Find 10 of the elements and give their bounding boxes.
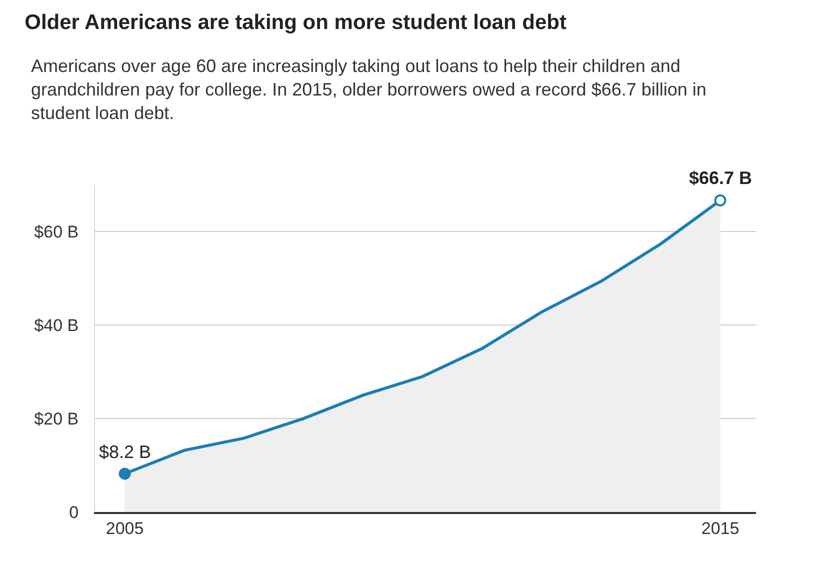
y-tick-label: $20 B — [34, 410, 79, 429]
y-tick-label: 0 — [69, 502, 79, 522]
y-tick-label: $40 B — [34, 316, 79, 336]
x-tick-label: 2015 — [701, 519, 740, 538]
x-tick-label: 2005 — [106, 519, 144, 538]
annotation: $8.2 B — [99, 442, 152, 462]
y-tick-label: $60 B — [34, 222, 79, 242]
chart-subtitle: Americans over age 60 are increasingly taking out loans to help their children and grandchildren pay for college. In 2015, older borrowers owed a record $66.7 billion in student loan debt. — [31, 56, 706, 123]
annotation: $66.7 B — [689, 168, 752, 188]
chart-title: Older Americans are taking on more student loan debt — [24, 10, 566, 34]
